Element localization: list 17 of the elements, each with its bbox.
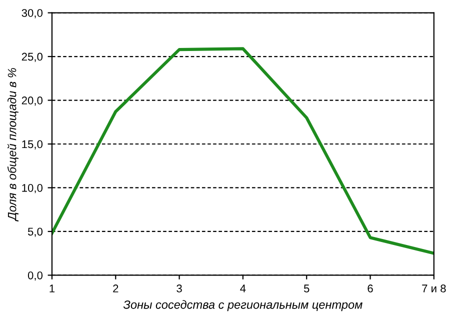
y-tick-label: 30,0 (22, 9, 43, 18)
line-series (52, 47, 434, 255)
y-tick-label: 10,0 (22, 184, 43, 194)
x-tick-label: 3 (176, 284, 182, 292)
x-tick-label: 5 (304, 284, 310, 292)
x-tick-label: 2 (113, 284, 118, 292)
y-tick-label: 5,0 (28, 228, 43, 237)
x-axis-title: Зоны соседства с региональным центром (123, 300, 362, 312)
y-tick-label: 25,0 (22, 52, 43, 62)
x-tick-label: 1 (50, 284, 55, 292)
y-axis-title: Доля в общей площади в % (7, 68, 18, 222)
y-tick-label: 15,0 (22, 140, 43, 150)
x-tick-label: 6 (368, 284, 373, 292)
y-tick-label: 0,0 (28, 271, 43, 281)
y-tick-label: 20,0 (22, 96, 43, 106)
x-tick-label: 7 и 8 (422, 284, 446, 292)
x-tick-label: 4 (240, 284, 246, 292)
